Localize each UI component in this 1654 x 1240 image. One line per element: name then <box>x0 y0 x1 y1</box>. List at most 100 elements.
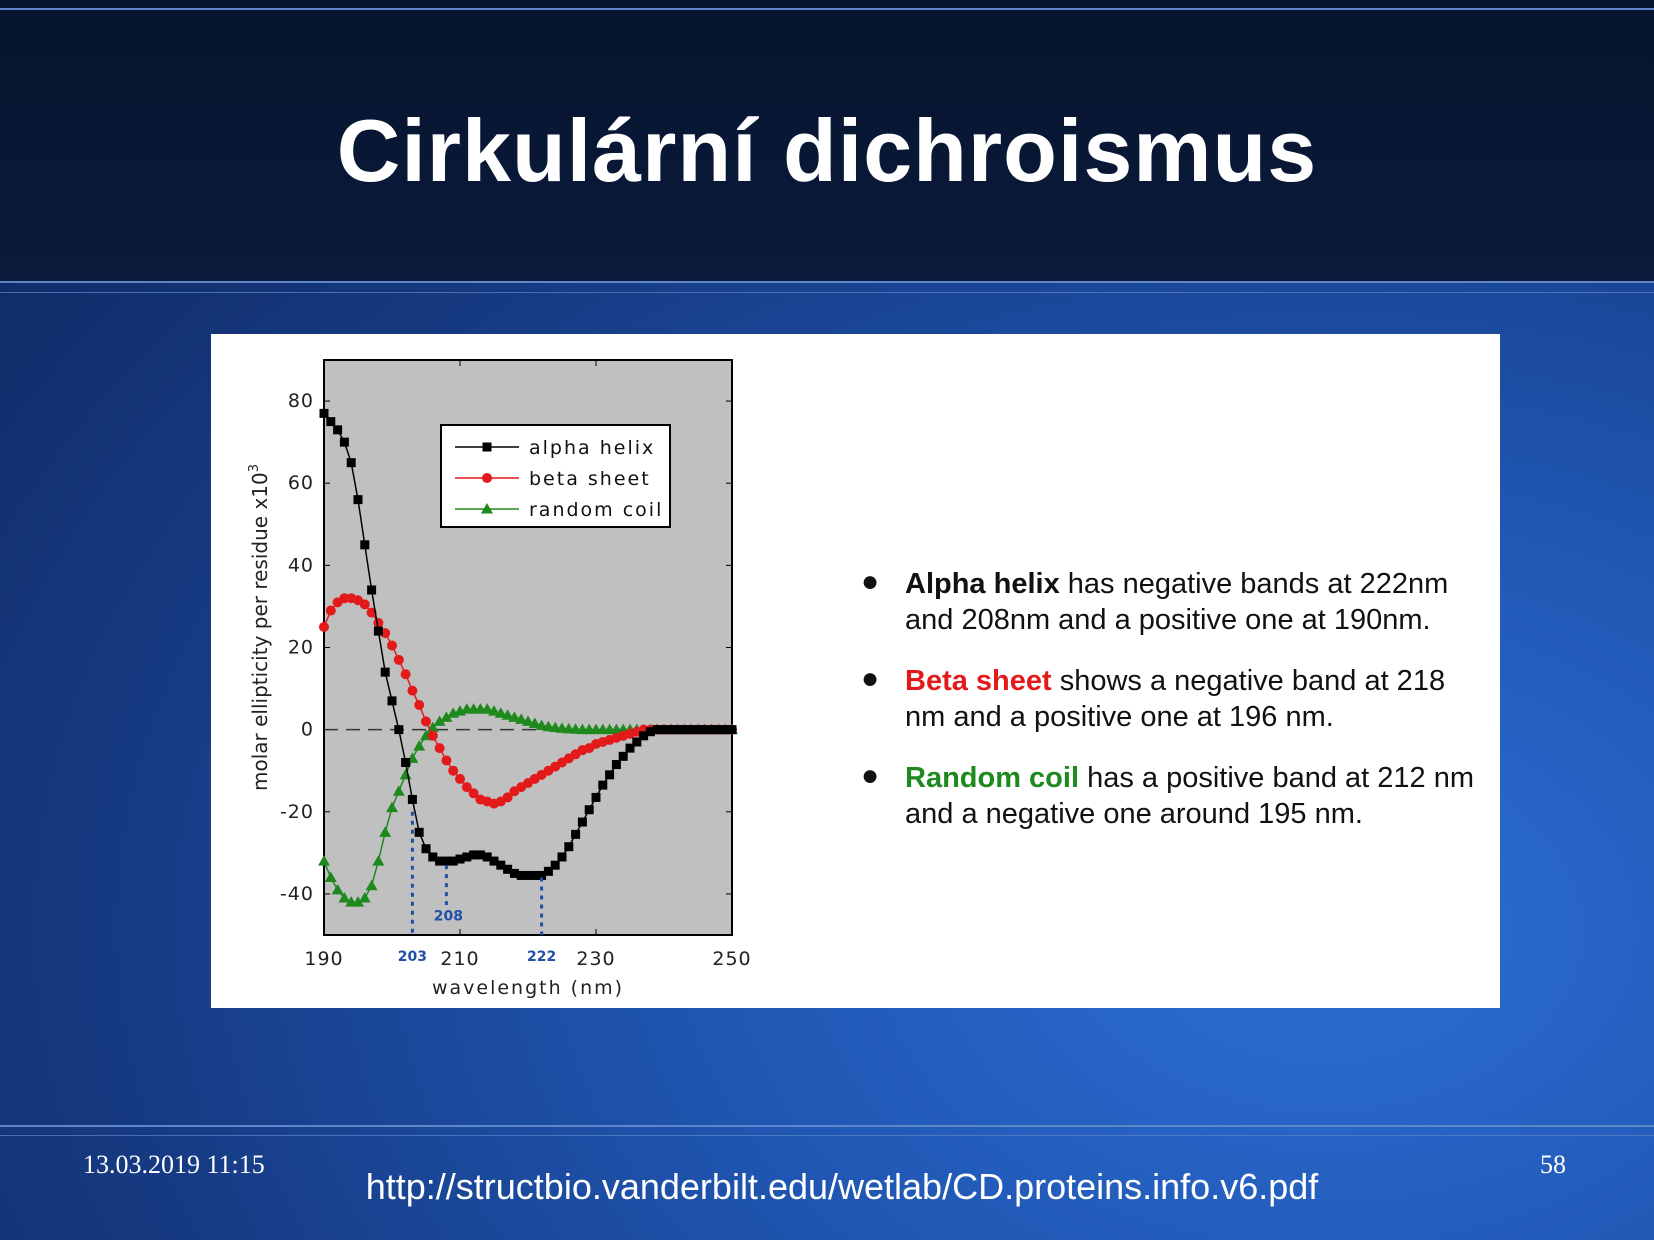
data-point-alpha-helix <box>455 854 465 864</box>
data-point-alpha-helix <box>625 743 635 753</box>
data-point-random-coil <box>338 892 351 903</box>
data-point-alpha-helix <box>326 417 336 427</box>
y-tick-label: -40 <box>280 883 314 905</box>
data-point-alpha-helix <box>550 860 560 870</box>
data-point-alpha-helix <box>645 727 655 737</box>
bullet-label: Alpha helix <box>905 568 1060 600</box>
data-point-beta-sheet <box>387 640 397 651</box>
data-point-alpha-helix <box>475 850 485 860</box>
y-tick-label: -20 <box>280 801 314 823</box>
data-point-alpha-helix <box>564 842 574 852</box>
data-point-random-coil <box>508 711 521 722</box>
data-point-alpha-helix <box>543 866 553 876</box>
data-point-alpha-helix <box>353 495 363 505</box>
data-point-alpha-helix <box>591 792 601 802</box>
data-point-alpha-helix <box>537 870 547 880</box>
bullet-dot-icon: ● <box>861 565 880 598</box>
bullet-random-coil: ● Random coil has a positive band at 212… <box>861 759 1481 832</box>
x-tick-label: 190 <box>304 948 343 970</box>
data-point-random-coil <box>522 715 534 726</box>
data-point-random-coil <box>528 717 541 728</box>
y-tick-label: 60 <box>288 472 314 494</box>
data-point-random-coil <box>392 785 405 796</box>
data-point-alpha-helix <box>577 817 587 827</box>
data-point-alpha-helix <box>584 805 594 815</box>
data-point-alpha-helix <box>407 794 417 804</box>
data-point-alpha-helix <box>421 844 431 854</box>
data-point-alpha-helix <box>516 870 526 880</box>
data-point-alpha-helix <box>530 870 540 880</box>
data-point-random-coil <box>494 707 507 718</box>
y-axis-label-superscript: 3 <box>247 464 262 472</box>
data-point-beta-sheet <box>434 743 445 754</box>
y-tick-label: 40 <box>288 554 314 576</box>
data-point-alpha-helix <box>598 780 608 790</box>
header-bottom-rule <box>0 281 1654 283</box>
reference-label: 222 <box>527 949 556 965</box>
data-point-alpha-helix <box>319 408 329 418</box>
data-point-alpha-helix <box>401 758 411 767</box>
bullet-label: Beta sheet <box>905 665 1052 697</box>
data-point-beta-sheet <box>319 621 329 632</box>
data-point-alpha-helix <box>435 856 445 866</box>
data-point-beta-sheet <box>502 792 513 803</box>
data-point-alpha-helix <box>673 725 683 735</box>
data-point-random-coil <box>352 896 364 907</box>
data-point-random-coil <box>358 892 371 903</box>
data-point-alpha-helix <box>380 667 390 677</box>
y-tick-label: 0 <box>301 719 314 741</box>
data-point-random-coil <box>331 883 344 895</box>
data-point-alpha-helix <box>441 856 451 866</box>
data-point-alpha-helix <box>523 870 533 880</box>
legend-label: alpha helix <box>529 437 655 459</box>
data-point-alpha-helix <box>611 760 621 770</box>
data-point-beta-sheet <box>448 765 459 776</box>
bullet-text: has negative bands at 222nm and 208nm an… <box>905 568 1449 636</box>
data-point-alpha-helix <box>707 725 717 735</box>
data-point-beta-sheet <box>421 716 431 727</box>
data-point-alpha-helix <box>727 725 737 735</box>
data-point-alpha-helix <box>632 737 642 747</box>
data-point-beta-sheet <box>393 654 404 665</box>
slide-header: Cirkulární dichroismus <box>0 0 1654 282</box>
data-point-alpha-helix <box>428 852 438 862</box>
data-point-beta-sheet <box>427 730 438 741</box>
reference-label: 203 <box>398 949 427 965</box>
slide-title: Cirkulární dichroismus <box>336 101 1318 200</box>
data-point-random-coil <box>379 826 392 837</box>
footer-top-rule <box>0 1125 1654 1127</box>
x-axis-label: wavelength (nm) <box>432 977 624 999</box>
cd-spectrum-chart: 190 210 230 250 -40 -20 0 20 40 60 80 wavelength (n… <box>247 359 751 999</box>
data-point-random-coil <box>433 715 446 726</box>
header-bottom-rule-thin <box>0 292 1654 293</box>
data-point-alpha-helix <box>693 725 703 735</box>
data-point-beta-sheet <box>468 788 479 799</box>
data-point-random-coil <box>481 703 494 714</box>
data-point-alpha-helix <box>448 856 458 866</box>
x-tick-label: 210 <box>440 948 479 970</box>
data-point-alpha-helix <box>686 725 696 735</box>
x-tick-label: 250 <box>712 948 751 970</box>
y-axis-label: molar ellipticity per residue x103 <box>247 464 272 791</box>
bullet-label: Random coil <box>905 762 1080 794</box>
data-point-alpha-helix <box>503 864 513 874</box>
data-point-beta-sheet <box>359 599 370 610</box>
header-top-rule <box>0 8 1654 10</box>
bullet-dot-icon: ● <box>861 759 880 792</box>
data-point-alpha-helix <box>367 585 377 595</box>
data-point-random-coil <box>365 879 378 891</box>
x-tick-label: 230 <box>576 948 615 970</box>
bullet-text: has a positive band at 212 nm and a nega… <box>905 762 1474 830</box>
data-point-random-coil <box>488 705 500 716</box>
data-point-random-coil <box>501 709 514 720</box>
data-point-alpha-helix <box>482 852 492 862</box>
data-point-random-coil <box>386 801 398 813</box>
source-url: http://structbio.vanderbilt.edu/wetlab/C… <box>365 1166 1319 1207</box>
data-point-random-coil <box>318 855 330 866</box>
data-point-beta-sheet <box>461 782 472 793</box>
data-point-beta-sheet <box>441 755 452 766</box>
footer-date: 13.03.2019 11:15 <box>83 1150 265 1179</box>
data-point-alpha-helix <box>394 725 404 735</box>
bullet-alpha-helix: ● Alpha helix has negative bands at 222n… <box>861 565 1481 638</box>
data-point-alpha-helix <box>666 725 676 735</box>
